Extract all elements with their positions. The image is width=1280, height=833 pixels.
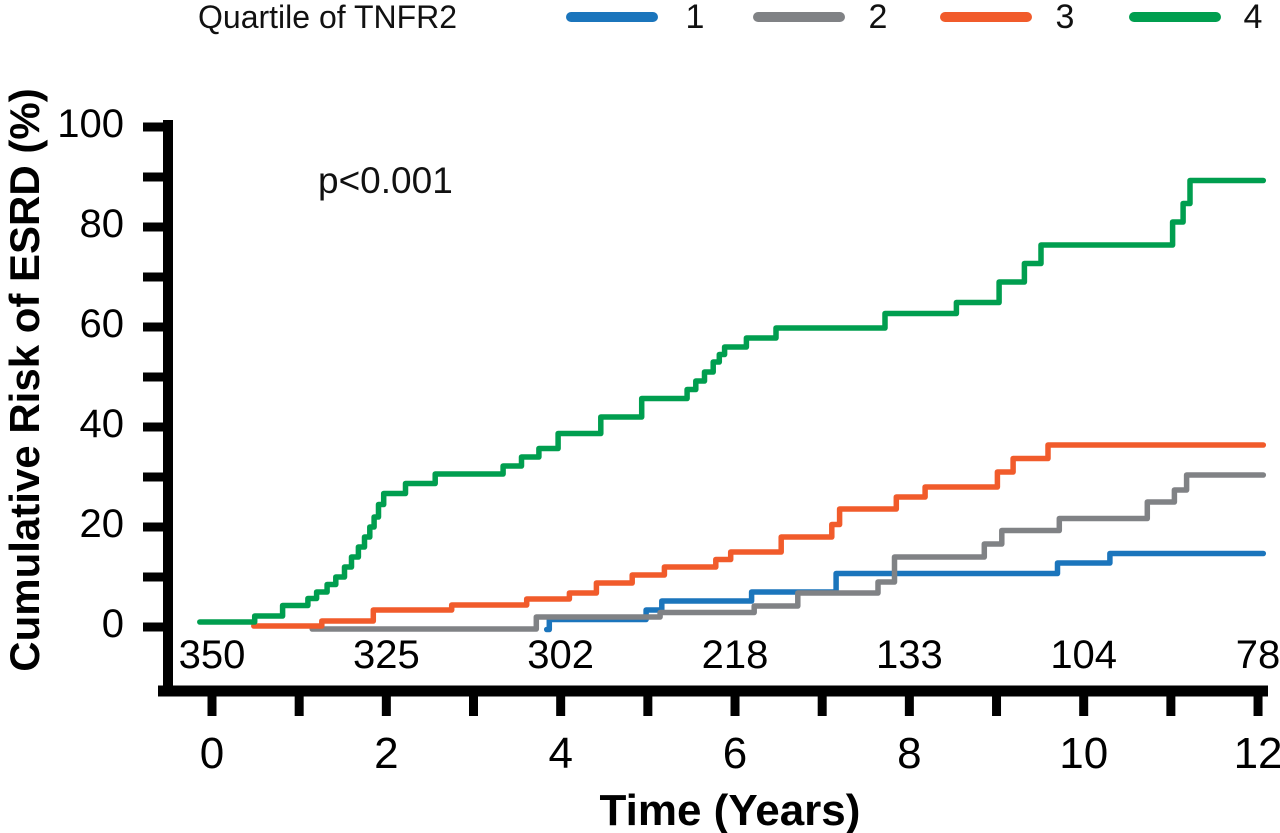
number-at-risk: 302 [527,633,594,677]
legend-line-quartile-3 [940,12,1032,22]
legend-label-quartile-1: 1 [685,0,705,36]
series-quartile-4 [197,177,1267,625]
x-axis-title: Time (Years) [599,786,861,833]
legend-label-quartile-4: 4 [1243,0,1263,36]
x-tick-label: 2 [374,729,398,778]
x-tick-label: 12 [1234,729,1280,778]
legend-line-quartile-4 [1129,12,1221,22]
legend-label-quartile-2: 2 [868,0,888,36]
legend-title: Quartile of TNFR2 [198,0,458,35]
number-at-risk: 218 [702,633,769,677]
y-tick-label: 40 [80,402,125,446]
p-value-annotation: p<0.001 [318,160,453,201]
legend-label-quartile-3: 3 [1055,0,1075,36]
y-tick-label: 100 [57,102,124,146]
number-at-risk: 133 [876,633,943,677]
series-quartile-2 [309,472,1267,632]
y-tick-label: 80 [80,202,125,246]
number-at-risk: 78 [1236,633,1280,677]
x-tick-label: 10 [1059,729,1108,778]
number-at-risk: 325 [353,633,420,677]
x-tick-label: 8 [897,729,921,778]
y-tick-label: 60 [80,302,125,346]
legend-line-quartile-1 [566,12,658,22]
number-at-risk: 350 [179,633,246,677]
legend-line-quartile-2 [753,12,845,22]
y-tick-label: 0 [102,602,124,646]
number-at-risk: 104 [1050,633,1117,677]
x-tick-label: 6 [723,729,747,778]
series-quartile-3 [251,442,1267,629]
x-tick-label: 4 [548,729,572,778]
y-tick-label: 20 [80,502,125,546]
x-tick-label: 0 [200,729,224,778]
